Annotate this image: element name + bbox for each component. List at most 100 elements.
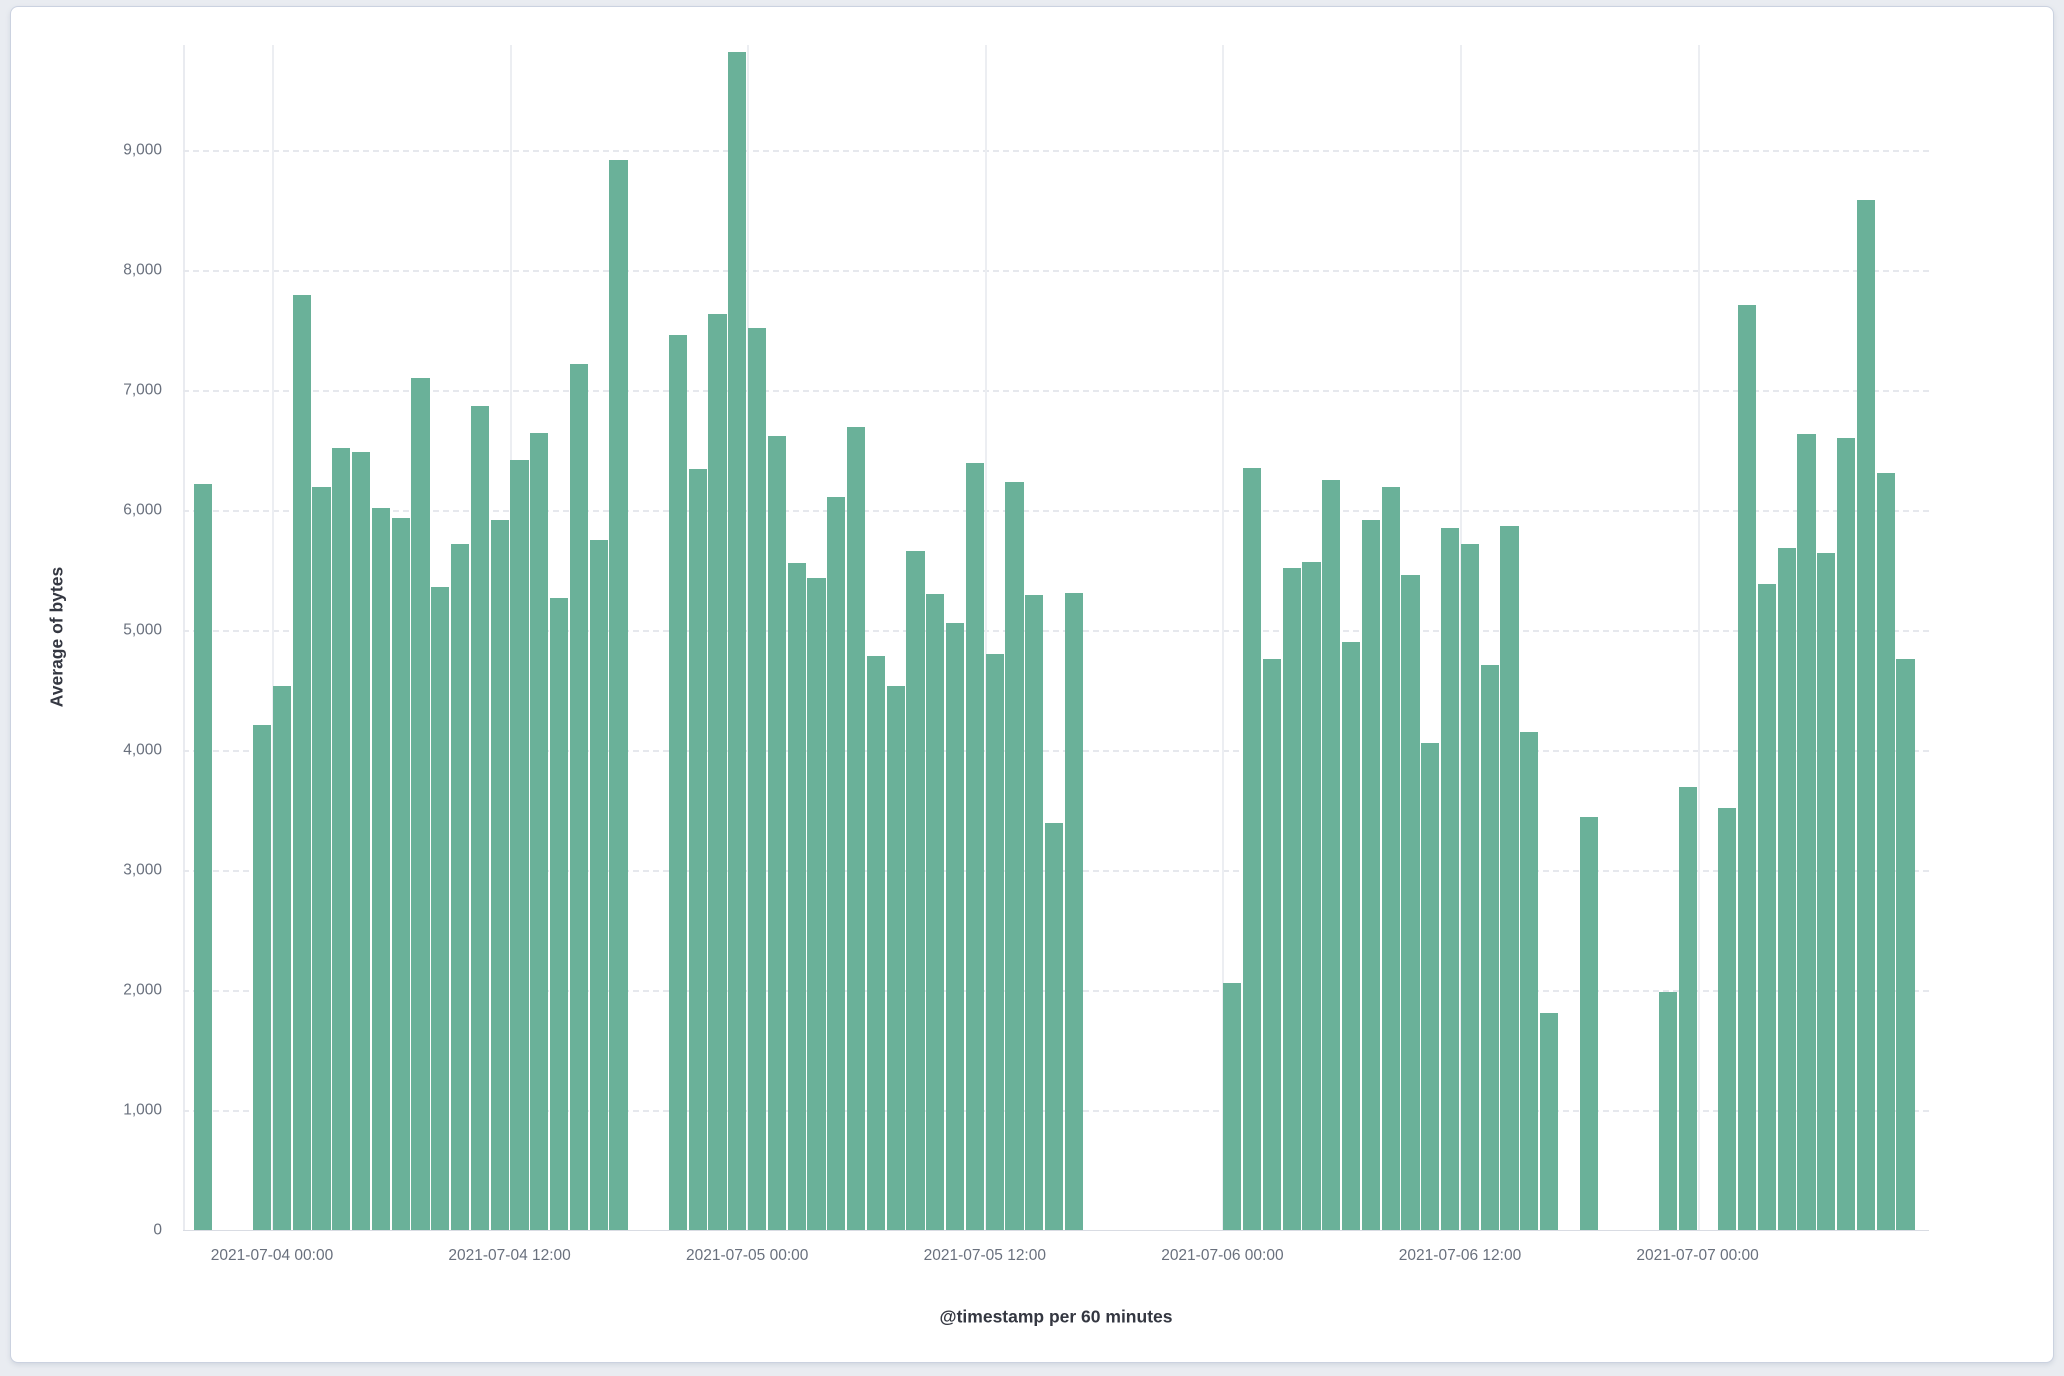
y-tick-label: 2,000 bbox=[123, 981, 162, 999]
bar[interactable] bbox=[193, 483, 212, 1230]
bar[interactable] bbox=[411, 378, 430, 1230]
x-tick-label: 2021-07-04 00:00 bbox=[210, 1247, 334, 1264]
bar[interactable] bbox=[1540, 1012, 1559, 1230]
bar[interactable] bbox=[965, 463, 984, 1230]
bar[interactable] bbox=[1520, 732, 1539, 1230]
bar[interactable] bbox=[371, 507, 390, 1230]
bar[interactable] bbox=[1361, 519, 1380, 1230]
x-tick-label: 2021-07-05 00:00 bbox=[685, 1247, 809, 1264]
y-gridline bbox=[183, 390, 1929, 392]
bar[interactable] bbox=[550, 597, 569, 1230]
bar[interactable] bbox=[1223, 982, 1242, 1230]
bar[interactable] bbox=[926, 594, 945, 1230]
x-tick-label: 2021-07-05 12:00 bbox=[923, 1247, 1046, 1264]
bar[interactable] bbox=[906, 550, 925, 1230]
bar[interactable] bbox=[1460, 543, 1479, 1230]
y-gridline bbox=[183, 630, 1929, 632]
bar[interactable] bbox=[1777, 548, 1796, 1230]
bar[interactable] bbox=[1064, 592, 1083, 1230]
bar[interactable] bbox=[767, 435, 786, 1230]
bar[interactable] bbox=[1322, 480, 1341, 1230]
bar[interactable] bbox=[530, 433, 549, 1230]
bar[interactable] bbox=[708, 314, 727, 1230]
bar[interactable] bbox=[748, 327, 767, 1230]
y-tick-label: 6,000 bbox=[123, 501, 162, 519]
bar[interactable] bbox=[589, 540, 608, 1230]
bar[interactable] bbox=[292, 295, 311, 1230]
y-gridline bbox=[183, 270, 1929, 272]
bar[interactable] bbox=[1243, 468, 1262, 1230]
x-gridline bbox=[984, 45, 987, 1230]
bar[interactable] bbox=[490, 519, 509, 1230]
bar[interactable] bbox=[985, 654, 1004, 1230]
bar[interactable] bbox=[1480, 664, 1499, 1230]
bar[interactable] bbox=[451, 543, 470, 1230]
bar[interactable] bbox=[312, 487, 331, 1230]
bar[interactable] bbox=[1005, 482, 1024, 1230]
bar[interactable] bbox=[470, 405, 489, 1230]
bar[interactable] bbox=[847, 427, 866, 1230]
y-gridline bbox=[183, 510, 1929, 512]
x-tick-label: 2021-07-06 12:00 bbox=[1398, 1247, 1522, 1264]
bar[interactable] bbox=[886, 686, 905, 1230]
bar[interactable] bbox=[807, 578, 826, 1230]
bar[interactable] bbox=[946, 622, 965, 1230]
bar[interactable] bbox=[1797, 434, 1816, 1230]
y-tick-label: 9,000 bbox=[123, 141, 162, 159]
bar[interactable] bbox=[1876, 472, 1895, 1230]
y-tick-label: 8,000 bbox=[123, 261, 162, 279]
bar[interactable] bbox=[688, 469, 707, 1230]
bar[interactable] bbox=[1837, 438, 1856, 1230]
bar[interactable] bbox=[728, 51, 747, 1230]
y-tick-label: 7,000 bbox=[123, 381, 162, 399]
bar[interactable] bbox=[391, 518, 410, 1230]
plot-area[interactable]: 0 1,000 2,000 3,000 4,000 5,000 6,000 7,000 8,00… bbox=[123, 45, 1929, 1264]
bar[interactable] bbox=[510, 459, 529, 1230]
y-tick-label: 3,000 bbox=[123, 861, 162, 879]
x-gridline bbox=[1697, 45, 1700, 1230]
bar[interactable] bbox=[827, 496, 846, 1230]
bar[interactable] bbox=[332, 447, 351, 1230]
bar[interactable] bbox=[1282, 567, 1301, 1230]
bar[interactable] bbox=[1302, 561, 1321, 1230]
bar[interactable] bbox=[1421, 742, 1440, 1230]
bar[interactable] bbox=[1658, 992, 1677, 1230]
x-tick-label: 2021-07-06 00:00 bbox=[1161, 1247, 1284, 1264]
bar[interactable] bbox=[866, 656, 885, 1230]
y-axis-line bbox=[183, 45, 185, 1230]
x-axis-line bbox=[183, 1230, 1929, 1231]
bar[interactable] bbox=[1817, 553, 1836, 1230]
bar[interactable] bbox=[1896, 658, 1915, 1230]
bar[interactable] bbox=[1025, 595, 1044, 1230]
y-tick-label: 4,000 bbox=[123, 741, 162, 759]
bar[interactable] bbox=[1856, 200, 1875, 1230]
bar[interactable] bbox=[352, 452, 371, 1230]
bar[interactable] bbox=[1381, 487, 1400, 1230]
y-tick-label: 1,000 bbox=[123, 1101, 162, 1119]
bar[interactable] bbox=[253, 724, 272, 1230]
bar[interactable] bbox=[787, 562, 806, 1230]
bar[interactable] bbox=[668, 334, 687, 1230]
bar[interactable] bbox=[1401, 574, 1420, 1230]
bar[interactable] bbox=[431, 586, 450, 1230]
x-tick-label: 2021-07-04 12:00 bbox=[448, 1247, 571, 1264]
x-gridline bbox=[1222, 45, 1225, 1230]
bar[interactable] bbox=[1738, 304, 1757, 1230]
bar[interactable] bbox=[609, 159, 628, 1230]
bar[interactable] bbox=[1718, 807, 1737, 1230]
bar[interactable] bbox=[272, 686, 291, 1230]
bar[interactable] bbox=[1678, 787, 1697, 1230]
bar[interactable] bbox=[1342, 642, 1361, 1230]
bar[interactable] bbox=[1262, 658, 1281, 1230]
bar[interactable] bbox=[1045, 823, 1064, 1230]
y-gridline bbox=[183, 150, 1929, 152]
bar[interactable] bbox=[1441, 528, 1460, 1230]
bar[interactable] bbox=[569, 363, 588, 1230]
x-axis-title: @timestamp per 60 minutes bbox=[939, 1306, 1173, 1327]
y-gridline bbox=[183, 750, 1929, 752]
bar[interactable] bbox=[1579, 817, 1598, 1230]
x-gridline bbox=[272, 45, 274, 1230]
bar[interactable] bbox=[1500, 525, 1519, 1230]
bar[interactable] bbox=[1757, 584, 1776, 1230]
